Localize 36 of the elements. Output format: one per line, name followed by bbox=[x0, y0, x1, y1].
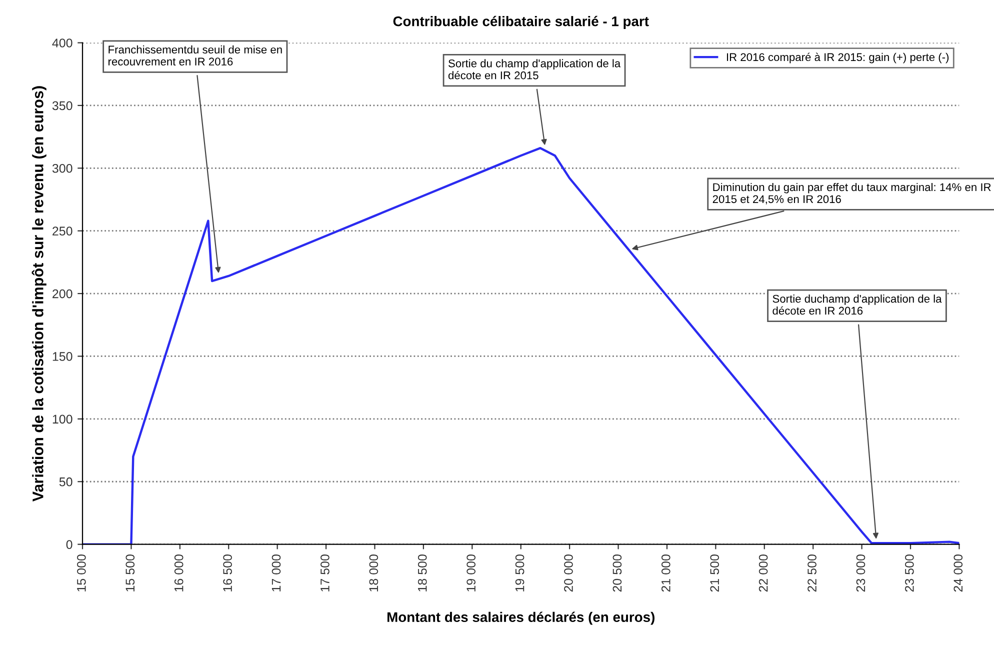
x-tick-label: 18 000 bbox=[369, 554, 378, 592]
x-tick-label: 21 000 bbox=[661, 554, 670, 592]
x-tick-label: 20 500 bbox=[612, 554, 622, 592]
x-tick-label: 16 500 bbox=[223, 554, 232, 592]
annotation: Franchissementdu seuil de mise en recouvrement en IR 2016 bbox=[108, 45, 282, 66]
y-tick-label: 250 bbox=[52, 226, 72, 236]
y-tick-label: 150 bbox=[52, 352, 72, 361]
y-tick-label: 300 bbox=[52, 164, 72, 173]
y-tick-label: 350 bbox=[52, 101, 72, 110]
x-tick-label: 18 500 bbox=[418, 554, 427, 592]
x-axis-title: Montant des salaires déclarés (en euros) bbox=[387, 612, 654, 625]
x-tick-label: 15 500 bbox=[126, 554, 135, 592]
x-tick-label: 17 000 bbox=[272, 554, 281, 592]
x-tick-label: 23 000 bbox=[856, 554, 866, 592]
y-tick-label: 200 bbox=[52, 289, 72, 298]
chart-title: Contribuable célibataire salarié - 1 part bbox=[393, 16, 649, 29]
x-tick-label: 17 500 bbox=[320, 554, 330, 592]
x-tick-label: 21 500 bbox=[710, 554, 720, 592]
x-tick-label: 16 000 bbox=[174, 554, 184, 592]
x-tick-label: 24 000 bbox=[954, 554, 963, 592]
x-tick-label: 22 000 bbox=[758, 554, 768, 592]
y-tick-label: 100 bbox=[52, 414, 72, 424]
annotation: Sortie du champ d'application de la décote en IR 2015 bbox=[448, 59, 621, 80]
y-tick-label: 0 bbox=[66, 540, 72, 549]
annotation: Sortie duchamp d'application de la décote en IR 2016 bbox=[772, 294, 942, 315]
x-tick-label: 20 000 bbox=[564, 554, 573, 592]
x-tick-label: 19 000 bbox=[466, 554, 476, 592]
x-tick-label: 15 000 bbox=[77, 554, 86, 592]
y-axis-title: Variation de la cotisation d'impôt sur le revenu (en euros) bbox=[32, 86, 46, 502]
y-tick-label: 50 bbox=[59, 477, 72, 486]
y-tick-label: 400 bbox=[52, 38, 72, 48]
legend-label: IR 2016 comparé à IR 2015: gain (+) perte (-) bbox=[726, 52, 949, 64]
x-tick-label: 19 500 bbox=[515, 554, 524, 592]
x-tick-label: 22 500 bbox=[808, 554, 816, 592]
annotation: Diminution du gain par effet du taux marginal: 14% en IR 2015 et 24,5% en IR 2016 bbox=[712, 182, 991, 204]
x-tick-label: 23 500 bbox=[905, 554, 914, 592]
